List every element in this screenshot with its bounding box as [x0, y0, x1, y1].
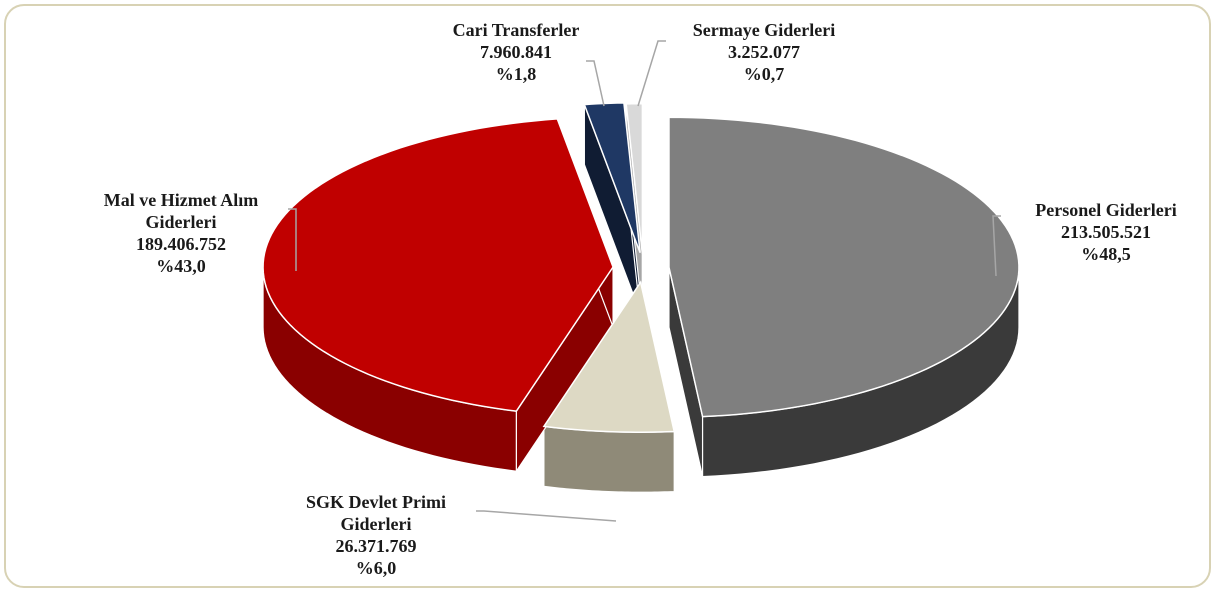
slice-percent: %6,0 [356, 558, 397, 578]
leader-line-3 [586, 60, 605, 107]
slice-1 [542, 280, 676, 433]
leader-lines [288, 40, 1001, 522]
pie-tops [262, 102, 1020, 433]
slice-value: 26.371.769 [336, 536, 417, 556]
chart-frame: Personel Giderleri 213.505.521 %48,5 SGK De… [4, 4, 1211, 588]
slice-percent: %48,5 [1081, 244, 1131, 264]
slice-name: Giderleri [146, 212, 217, 232]
slice-value: 213.505.521 [1061, 222, 1151, 242]
slice-2 [262, 118, 614, 412]
slice-name: Mal ve Hizmet Alım [104, 190, 258, 210]
slice-percent: %0,7 [744, 64, 785, 84]
slice-value: 7.960.841 [480, 42, 552, 62]
data-label-1: SGK Devlet Primi Giderleri 26.371.769 %6,0 [306, 492, 446, 578]
leader-line-0 [992, 215, 1001, 277]
slice-percent: %1,8 [496, 64, 537, 84]
slice-value: 3.252.077 [728, 42, 800, 62]
slice-0 [668, 116, 1020, 418]
slice-percent: %43,0 [156, 256, 206, 276]
pie-chart: Personel Giderleri 213.505.521 %48,5 SGK De… [104, 20, 1177, 578]
data-label-2: Mal ve Hizmet Alım Giderleri 189.406.752 %4… [104, 190, 258, 276]
leader-line-2 [288, 208, 297, 271]
slice-value: 189.406.752 [136, 234, 226, 254]
leader-line-4 [637, 40, 666, 107]
leader-line-1 [476, 510, 617, 522]
data-label-3: Cari Transferler 7.960.841 %1,8 [453, 20, 580, 84]
slice-name: Personel Giderleri [1035, 200, 1176, 220]
data-labels: Personel Giderleri 213.505.521 %48,5 SGK De… [104, 20, 1177, 578]
data-label-4: Sermaye Giderleri 3.252.077 %0,7 [693, 20, 835, 84]
slice-name: Giderleri [341, 514, 412, 534]
slice-4 [625, 102, 644, 254]
slice-name: SGK Devlet Primi [306, 492, 446, 512]
data-label-0: Personel Giderleri 213.505.521 %48,5 [1035, 200, 1176, 264]
slice-name: Cari Transferler [453, 20, 580, 40]
slice-name: Sermaye Giderleri [693, 20, 835, 40]
slice-outer-wall-1 [543, 425, 675, 493]
